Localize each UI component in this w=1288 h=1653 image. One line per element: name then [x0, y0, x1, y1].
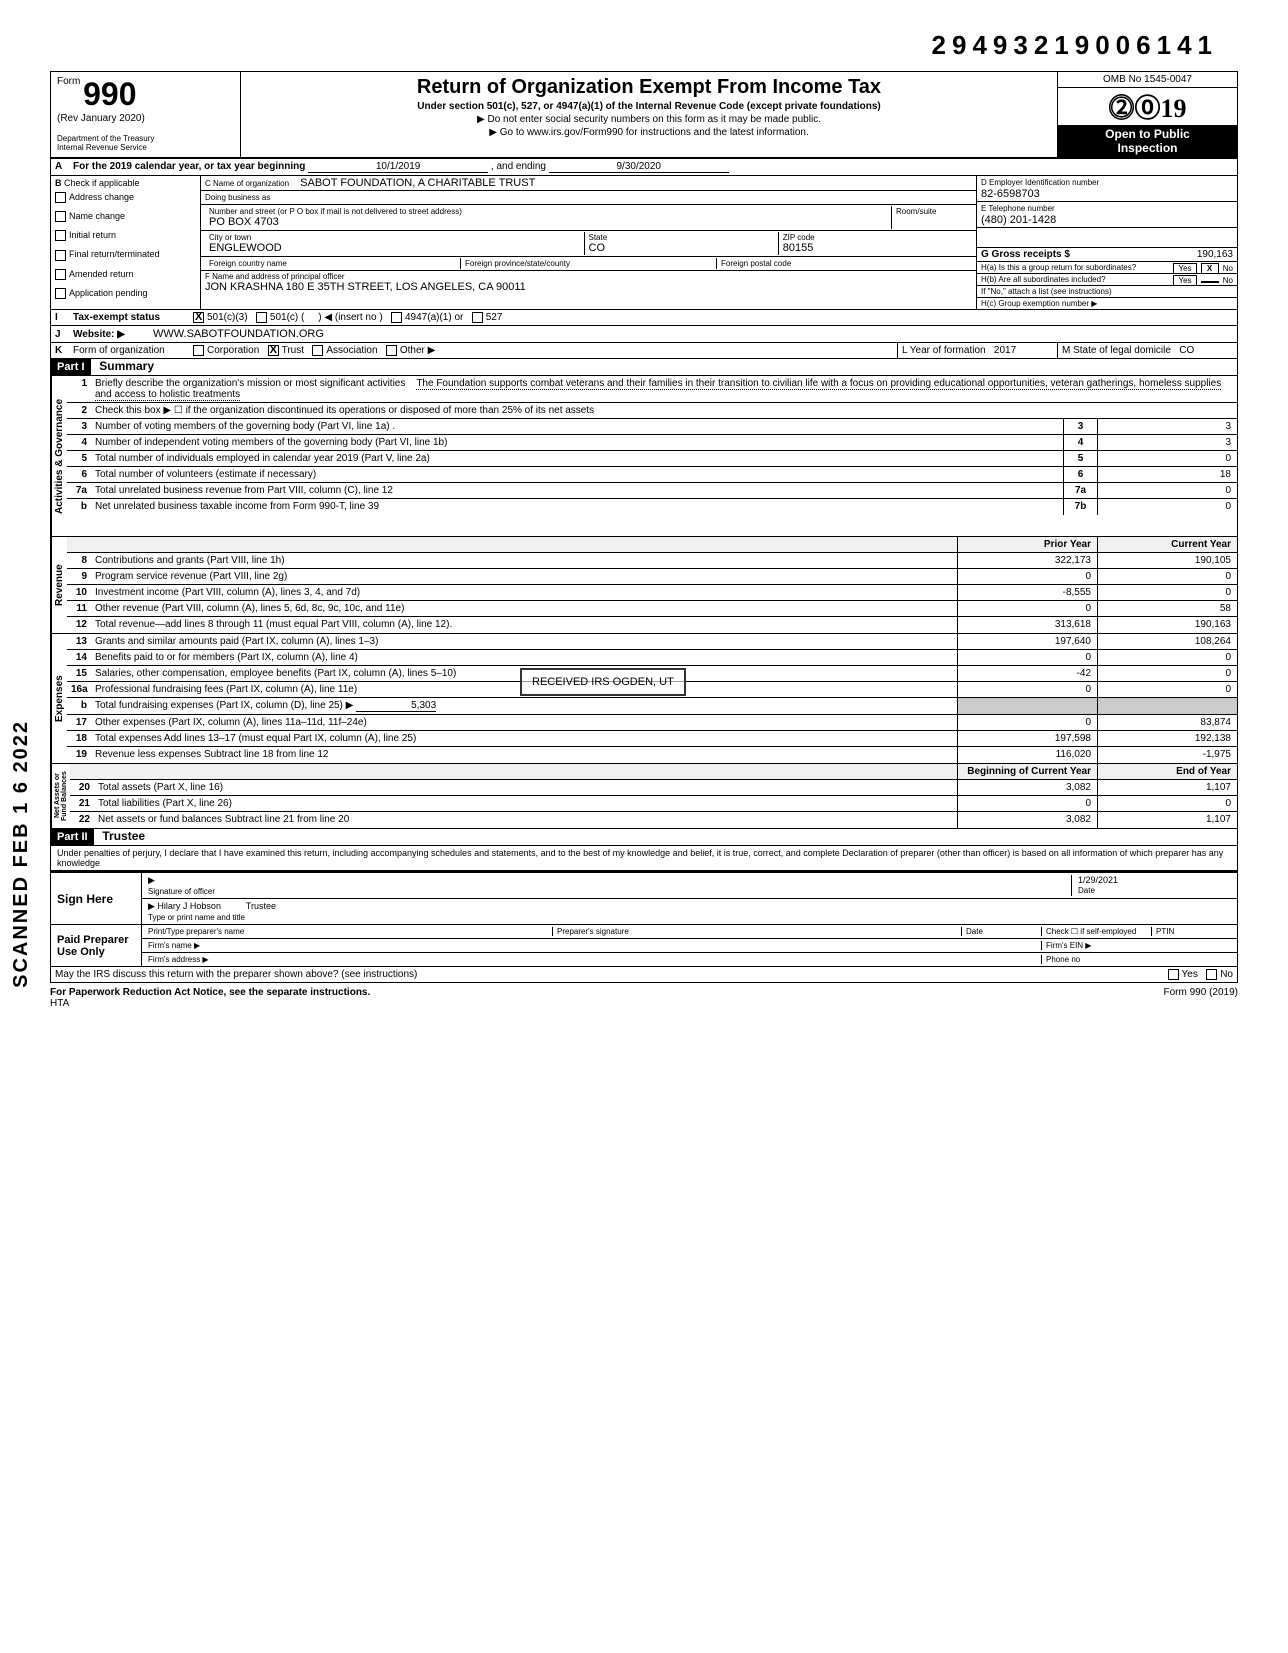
- form-note2: ▶ Go to www.irs.gov/Form990 for instruct…: [247, 127, 1051, 138]
- line-j: J Website: ▶ WWW.SABOTFOUNDATION.ORG: [50, 326, 1238, 343]
- col-c: C Name of organization SABOT FOUNDATION,…: [201, 176, 977, 309]
- part1-body: Activities & Governance 1 Briefly descri…: [50, 376, 1238, 537]
- org-name: SABOT FOUNDATION, A CHARITABLE TRUST: [300, 177, 535, 189]
- perjury: Under penalties of perjury, I declare th…: [50, 846, 1238, 871]
- form-label: Form: [57, 76, 80, 87]
- col-d: D Employer Identification number82-65987…: [977, 176, 1237, 309]
- section-bcd: B Check if applicable Address change Nam…: [50, 176, 1238, 310]
- form-subtitle: Under section 501(c), 527, or 4947(a)(1)…: [247, 101, 1051, 112]
- principal-officer: JON KRASHNA 180 E 35TH STREET, LOS ANGEL…: [205, 281, 972, 293]
- omb: OMB No 1545-0047: [1058, 72, 1237, 88]
- form-note1: ▶ Do not enter social security numbers o…: [247, 114, 1051, 125]
- discuss-line: May the IRS discuss this return with the…: [50, 967, 1238, 983]
- gross-receipts: 190,163: [1197, 249, 1233, 260]
- tab-expenses: Expenses: [51, 634, 67, 763]
- tax-year: ⓶⓪201919: [1058, 88, 1237, 125]
- scanned-stamp: SCANNED FEB 1 6 2022: [10, 720, 33, 988]
- officer-name: Hilary J Hobson: [157, 901, 221, 911]
- ein: 82-6598703: [981, 188, 1040, 200]
- open-public: Open to Public Inspection: [1058, 125, 1237, 157]
- part2-header: Part II Trustee: [50, 829, 1238, 846]
- line-a: A For the 2019 calendar year, or tax yea…: [50, 159, 1238, 176]
- phone: (480) 201-1428: [981, 214, 1056, 226]
- line-k: K Form of organization Corporation Trust…: [50, 343, 1238, 359]
- form-title: Return of Organization Exempt From Incom…: [247, 76, 1051, 99]
- part1-netassets: Net Assets orFund Balances Beginning of …: [50, 764, 1238, 829]
- dept: Department of the Treasury: [57, 134, 234, 143]
- received-stamp: RECEIVED IRS OGDEN, UT: [520, 668, 686, 696]
- col-b: B Check if applicable Address change Nam…: [51, 176, 201, 309]
- part1-revenue: Revenue Prior Year Current Year 8Contrib…: [50, 537, 1238, 634]
- footer: For Paperwork Reduction Act Notice, see …: [50, 987, 1238, 1009]
- form-rev: (Rev January 2020): [57, 113, 234, 124]
- irs: Internal Revenue Service: [57, 143, 234, 152]
- part1-expenses: Expenses 13Grants and similar amounts pa…: [50, 634, 1238, 764]
- form-header: Form 990 (Rev January 2020) Department o…: [50, 71, 1238, 159]
- tab-netassets: Net Assets orFund Balances: [51, 764, 70, 828]
- signature-block: Sign Here ▶Signature of officer 1/29/202…: [50, 871, 1238, 967]
- tab-revenue: Revenue: [51, 537, 67, 633]
- org-street: PO BOX 4703: [209, 216, 887, 228]
- form-number: 990: [83, 76, 136, 112]
- dln: 29493219006141: [50, 30, 1238, 61]
- officer-title: Trustee: [246, 901, 276, 911]
- part1-header: Part I Summary: [50, 359, 1238, 376]
- website: WWW.SABOTFOUNDATION.ORG: [149, 326, 328, 342]
- line-i: I Tax-exempt status 501(c)(3) 501(c) ( )…: [50, 310, 1238, 326]
- tab-governance: Activities & Governance: [51, 376, 67, 536]
- sig-date: 1/29/2021: [1078, 875, 1118, 885]
